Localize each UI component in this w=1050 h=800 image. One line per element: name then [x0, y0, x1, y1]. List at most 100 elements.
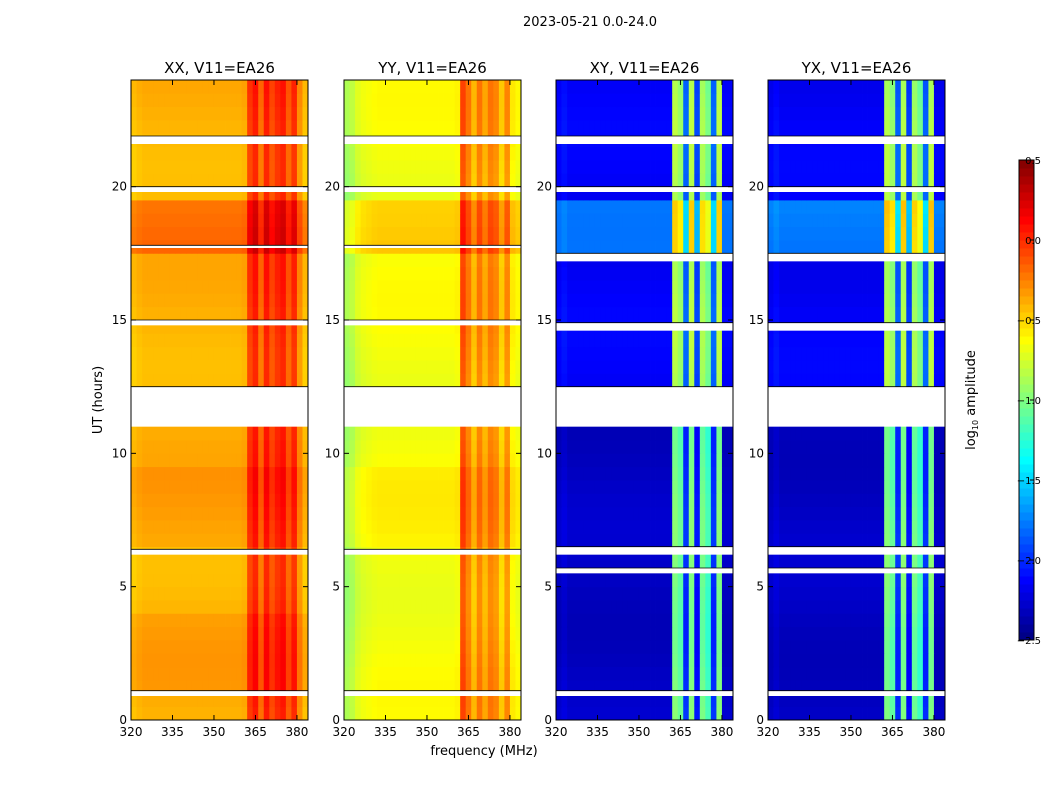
heatmap-cell	[241, 453, 248, 468]
heatmap-cell	[404, 520, 411, 534]
heatmap-cell	[795, 613, 802, 628]
heatmap-cell	[650, 226, 656, 241]
heatmap-cell	[567, 680, 573, 694]
heatmap-cell	[147, 666, 154, 681]
heatmap-cell	[164, 346, 171, 361]
heatmap-cell	[710, 293, 717, 308]
heatmap-cell	[410, 493, 417, 508]
heatmap-cell	[572, 173, 579, 188]
heatmap-cell	[594, 506, 601, 521]
heatmap-cell	[567, 573, 573, 588]
heatmap-cell	[169, 160, 176, 174]
heatmap-cell	[280, 186, 287, 201]
heatmap-cell	[410, 706, 417, 721]
heatmap-cell	[666, 106, 673, 121]
heatmap-cell	[594, 560, 601, 574]
heatmap-cell	[699, 280, 706, 294]
heatmap-cell	[291, 440, 298, 454]
heatmap-cell	[197, 373, 204, 388]
heatmap-cell	[438, 93, 444, 108]
heatmap-cell	[355, 266, 361, 281]
heatmap-cell	[583, 480, 590, 494]
heatmap-cell	[377, 533, 384, 548]
heatmap-cell	[650, 160, 656, 174]
heatmap-cell	[862, 693, 868, 708]
heatmap-cell	[432, 480, 439, 494]
heatmap-cell	[269, 613, 276, 628]
heatmap-cell	[498, 373, 505, 388]
heatmap-cell	[285, 586, 292, 601]
heatmap-cell	[291, 600, 298, 614]
heatmap-cell	[241, 586, 248, 601]
heatmap-cell	[633, 560, 640, 574]
heatmap-cell	[191, 560, 198, 574]
heatmap-cell	[605, 200, 612, 214]
heatmap-cell	[252, 146, 259, 161]
heatmap-cell	[677, 453, 684, 468]
heatmap-cell	[661, 226, 668, 241]
heatmap-cell	[638, 373, 645, 388]
heatmap-cell	[482, 560, 489, 574]
heatmap-cell	[175, 360, 182, 374]
heatmap-cell	[471, 573, 478, 588]
heatmap-cell	[197, 226, 204, 241]
heatmap-cell	[917, 640, 924, 654]
heatmap-cell	[274, 186, 281, 201]
heatmap-cell	[906, 693, 913, 708]
heatmap-cell	[449, 186, 456, 201]
heatmap-cell	[493, 146, 500, 161]
y-tick-label: 20	[537, 180, 552, 194]
heatmap-cell	[716, 293, 723, 308]
heatmap-cell	[202, 693, 209, 708]
heatmap-cell	[644, 106, 651, 121]
heatmap-cell	[677, 586, 684, 601]
heatmap-cell	[147, 426, 154, 441]
heatmap-cell	[371, 626, 378, 641]
heatmap-cell	[147, 640, 154, 654]
heatmap-cell	[213, 360, 220, 374]
heatmap-cell	[247, 440, 254, 454]
heatmap-cell	[197, 106, 204, 121]
heatmap-cell	[225, 586, 231, 601]
heatmap-cell	[650, 306, 656, 321]
heatmap-cell	[672, 560, 679, 574]
heatmap-cell	[410, 533, 417, 548]
heatmap-cell	[589, 80, 596, 94]
heatmap-cell	[360, 480, 367, 494]
heatmap-cell	[263, 280, 270, 294]
heatmap-cell	[241, 80, 248, 94]
heatmap-cell	[225, 493, 231, 508]
heatmap-cell	[622, 173, 629, 188]
heatmap-cell	[605, 600, 612, 614]
heatmap-cell	[504, 453, 511, 468]
heatmap-cell	[360, 666, 367, 681]
heatmap-cell	[449, 653, 456, 668]
heatmap-cell	[432, 186, 439, 201]
heatmap-cell	[219, 533, 226, 548]
heatmap-cell	[225, 533, 231, 548]
heatmap-cell	[355, 120, 361, 134]
heatmap-cell	[158, 346, 165, 361]
heatmap-cell	[355, 520, 361, 534]
heatmap-cell	[366, 466, 373, 481]
heatmap-cell	[561, 360, 568, 374]
heatmap-cell	[672, 120, 679, 134]
heatmap-cell	[136, 173, 143, 188]
heatmap-cell	[360, 226, 367, 241]
heatmap-cell	[366, 293, 373, 308]
heatmap-cell	[727, 653, 734, 668]
heatmap-cell	[131, 640, 137, 654]
heatmap-cell	[688, 306, 695, 321]
heatmap-cell	[258, 600, 265, 614]
heatmap-cell	[583, 346, 590, 361]
heatmap-cell	[421, 533, 428, 548]
heatmap-cell	[197, 120, 204, 134]
heatmap-cell	[236, 560, 243, 574]
heatmap-cell	[388, 520, 395, 534]
heatmap-cell	[393, 320, 400, 334]
heatmap-cell	[567, 360, 573, 374]
heatmap-cell	[638, 586, 645, 601]
flagged-region	[131, 386, 308, 427]
heatmap-cell	[302, 80, 309, 94]
heatmap-cell	[705, 573, 712, 588]
